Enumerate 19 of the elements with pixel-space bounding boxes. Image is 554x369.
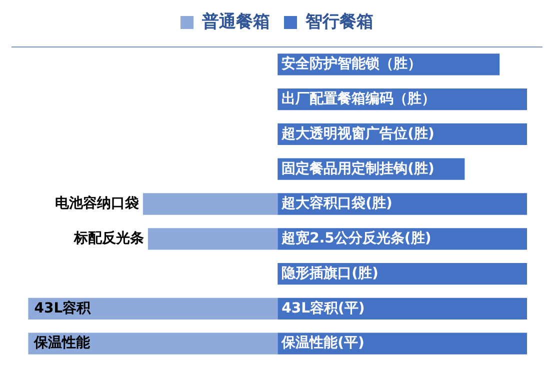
y-tick-label: 超大透明视窗广告位(胜) [280, 124, 434, 142]
bar [142, 193, 278, 215]
annotation: 标配反光条 [72, 230, 144, 247]
annotation: 保温性能 [33, 335, 92, 352]
y-tick-label: 超宽2.5公分反光条(胜) [280, 230, 432, 247]
y-tick-label: 超大容积口袋(胜) [280, 194, 392, 212]
y-tick-label: 保温性能(平) [280, 335, 364, 352]
bar [28, 298, 278, 320]
legend-label: 智行餐箱 [304, 12, 374, 32]
annotation: 电池容纳口袋 [54, 194, 139, 212]
y-tick-label: 隐形插旗口(胜) [282, 265, 378, 282]
y-tick-label: 43L容积(平) [282, 299, 365, 316]
legend-label: 普通餐箱 [201, 10, 270, 32]
bar [28, 332, 278, 354]
y-tick-label: 固定餐品用定制挂钩(胜) [282, 160, 434, 177]
y-tick-label: 出厂配置餐箱编码（胜） [282, 90, 436, 107]
y-tick-label: 安全防护智能锁（胜） [282, 55, 422, 72]
annotation: 43L容积 [34, 299, 92, 316]
bar [148, 228, 278, 250]
